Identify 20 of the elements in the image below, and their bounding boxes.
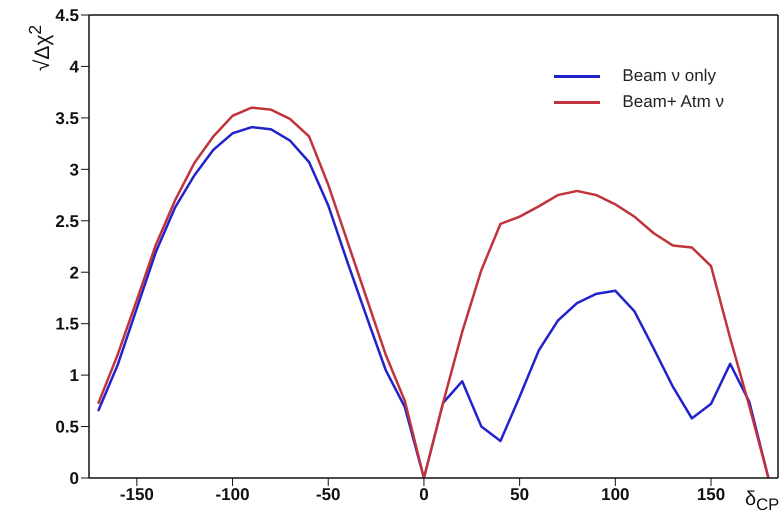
y-tick-label: 0.5: [55, 418, 79, 437]
x-tick-label: 150: [696, 485, 726, 504]
x-tick-label: 100: [601, 485, 630, 504]
legend-label: Beam+ Atm ν: [622, 92, 724, 112]
y-tick-label: 1: [70, 366, 79, 386]
x-axis-title: δ$_{CP}$: [745, 488, 780, 515]
x-tick-label: -50: [316, 485, 341, 504]
y-tick-label: 3.5: [55, 108, 79, 128]
y-tick-label: 2.5: [55, 212, 79, 231]
y-tick-label: 1.5: [55, 314, 79, 334]
y-tick-label: 3: [70, 160, 79, 180]
x-tick-label: 0: [419, 485, 429, 504]
y-tick-label: 2: [70, 263, 79, 282]
legend-label: Beam ν only: [622, 66, 716, 86]
y-tick-label: 4: [70, 57, 80, 76]
y-tick-label: 0: [70, 469, 79, 488]
x-tick-label: 50: [510, 485, 530, 504]
y-tick-label: 4.5: [55, 6, 79, 26]
x-tick-label: -150: [120, 485, 154, 504]
x-tick-label: -100: [216, 485, 250, 504]
